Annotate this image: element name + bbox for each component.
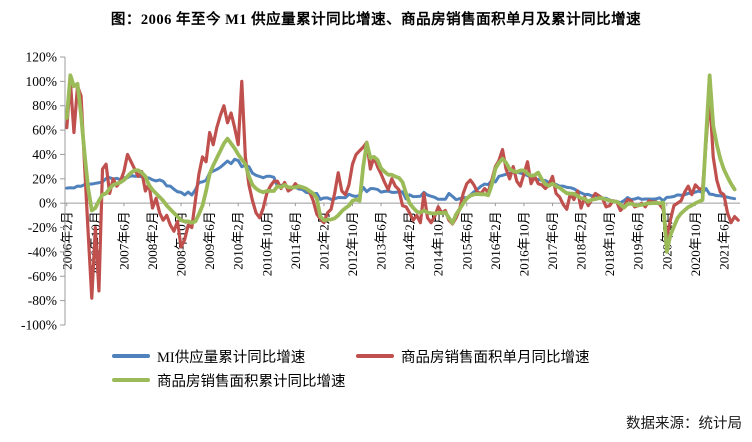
x-tick-label: 2009年6月 [202,211,217,270]
legend-label-cumulative-sales: 商品房销售面积累计同比增速 [157,373,346,390]
x-tick-label: 2016年10月 [516,211,531,276]
data-source: 数据来源：统计局 [626,416,742,432]
legend-label-m1: MI供应量累计同比增速 [157,349,306,366]
legend-line-m1-icon [112,354,150,358]
x-tick-label: 2010年2月 [231,211,246,270]
x-tick-label: 2017年6月 [545,211,560,270]
x-tick-label: 2018年10月 [602,211,617,276]
legend-item-m1: MI供应量累计同比增速 [112,347,306,366]
chart-plot-area: 2006年2月 2006年10月 2007年6月 2008年2月 2008年10月 200… [21,50,740,333]
legend-label-monthly-sales: 商品房销售面积单月同比增速 [401,349,590,366]
x-tick-label: 2015年6月 [459,211,474,270]
x-tick-label: 2012年10月 [345,211,360,276]
x-tick-label: 2011年6月 [288,211,303,269]
y-tick-label: -100% [21,318,57,333]
series-line-1 [65,79,740,300]
legend-line-cumulative-sales-icon [112,378,150,382]
x-tick-label: 2014年2月 [402,211,417,270]
chart-title: 图：2006 年至今 M1 供应量累计同比增速、商品房销售面积单月及累计同比增速 [110,12,642,28]
x-tick-label: 2019年6月 [631,211,646,270]
y-tick-label: -20% [28,220,57,235]
x-tick-label: 2012年2月 [316,211,331,270]
y-tick-label: 0% [39,196,57,211]
x-tick-label: 2021年6月 [716,211,731,270]
y-tick-label: -60% [28,269,57,284]
x-tick-label: 2013年6月 [374,211,389,270]
x-tick-label: 2020年10月 [688,211,703,276]
x-tick-label: 2018年2月 [574,211,589,270]
y-tick-label: 120% [26,50,58,65]
y-tick-label: 20% [32,171,57,186]
y-tick-label: -80% [28,293,57,308]
series-line-2 [64,73,737,254]
x-tick-label: 2008年2月 [145,211,160,270]
y-tick-label: 60% [32,123,57,138]
legend-line-monthly-sales-icon [356,354,394,358]
y-tick-label: -40% [28,244,57,259]
legend-item-monthly-sales: 商品房销售面积单月同比增速 [356,347,590,366]
x-tick-label: 2016年2月 [488,211,503,270]
x-tick-label: 2014年10月 [431,211,446,276]
y-tick-label: 80% [32,98,57,113]
y-tick-label: 40% [32,147,57,162]
x-tick-label: 2006年2月 [59,211,74,270]
legend-item-cumulative-sales: 商品房销售面积累计同比增速 [112,371,346,390]
x-tick-label: 2010年10月 [259,211,274,276]
x-tick-label: 2007年6月 [116,211,131,270]
y-tick-label: 100% [26,74,58,89]
